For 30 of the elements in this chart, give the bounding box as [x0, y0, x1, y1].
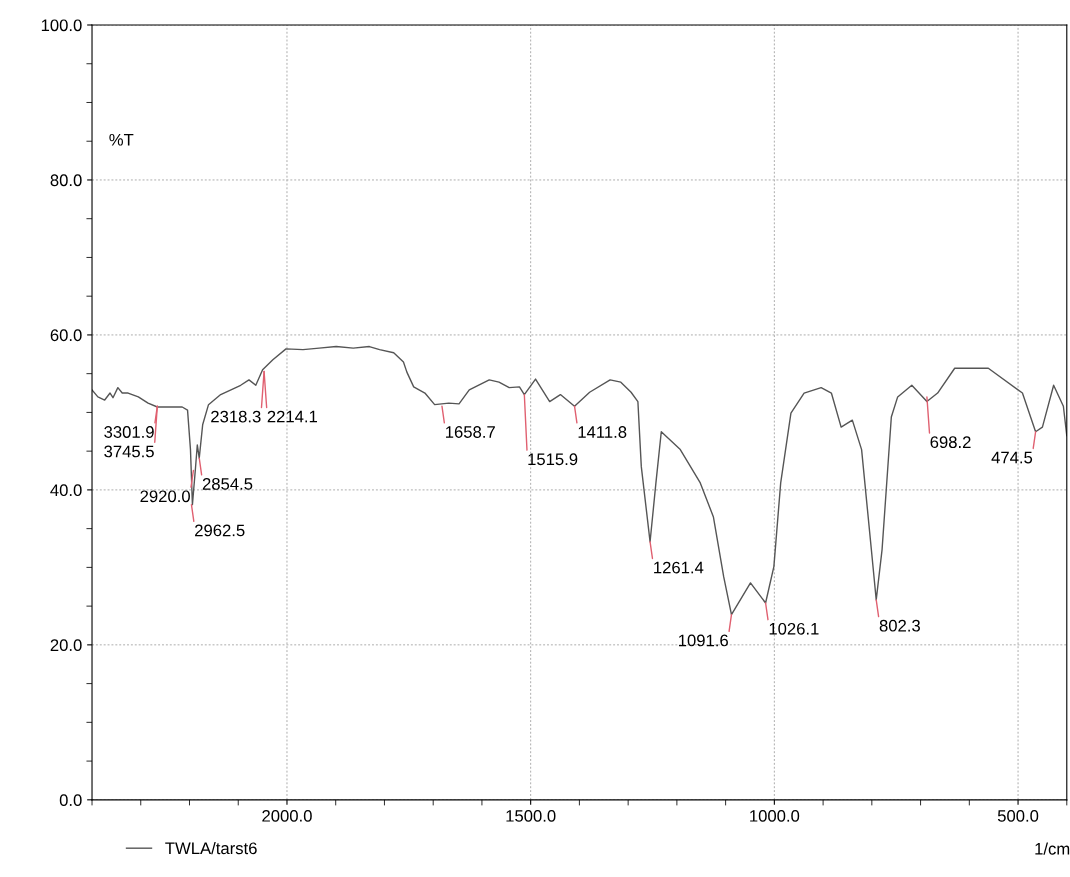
annotation: 2318.3: [211, 410, 261, 423]
annotation: 1411.8: [578, 426, 627, 438]
annotation: 1261.4: [654, 561, 704, 574]
annotation: 1091.6: [678, 634, 728, 647]
annotation: 474.5: [991, 451, 1033, 464]
x-tick-label: 1000.0: [750, 809, 800, 822]
annotation: 1026.1: [769, 622, 819, 635]
annotation: 3745.5: [104, 445, 154, 458]
annotation: 3301.9: [104, 426, 154, 438]
x-tick-label: 2000.0: [262, 809, 312, 822]
y-tick-label: 80.0: [50, 174, 82, 187]
y-tick-label: 60.0: [50, 329, 82, 342]
annotation: 2214.1: [267, 410, 318, 423]
annotation: 698.2: [930, 436, 971, 449]
annotation: 1515.9: [528, 453, 578, 466]
annotation: 1658.7: [446, 426, 495, 438]
y-tick-label: 40.0: [50, 484, 82, 497]
annotation: 2962.5: [195, 524, 245, 537]
y-tick-label: 20.0: [50, 639, 82, 652]
x-axis-title: 1/cm: [1035, 842, 1070, 855]
annotation: 2854.5: [202, 478, 253, 490]
x-tick-label: 500.0: [997, 809, 1039, 822]
x-tick-label: 1500.0: [506, 809, 556, 822]
y-tick-label: 0.0: [59, 794, 82, 807]
legend-label: TWLA/tarst6: [165, 841, 257, 855]
annotation: 2920.0: [140, 490, 190, 503]
line-series: [92, 345, 1067, 616]
annotation: 802.3: [879, 619, 920, 632]
y-axis-title: %T: [109, 133, 134, 146]
y-tick-label: 100.0: [41, 19, 82, 32]
